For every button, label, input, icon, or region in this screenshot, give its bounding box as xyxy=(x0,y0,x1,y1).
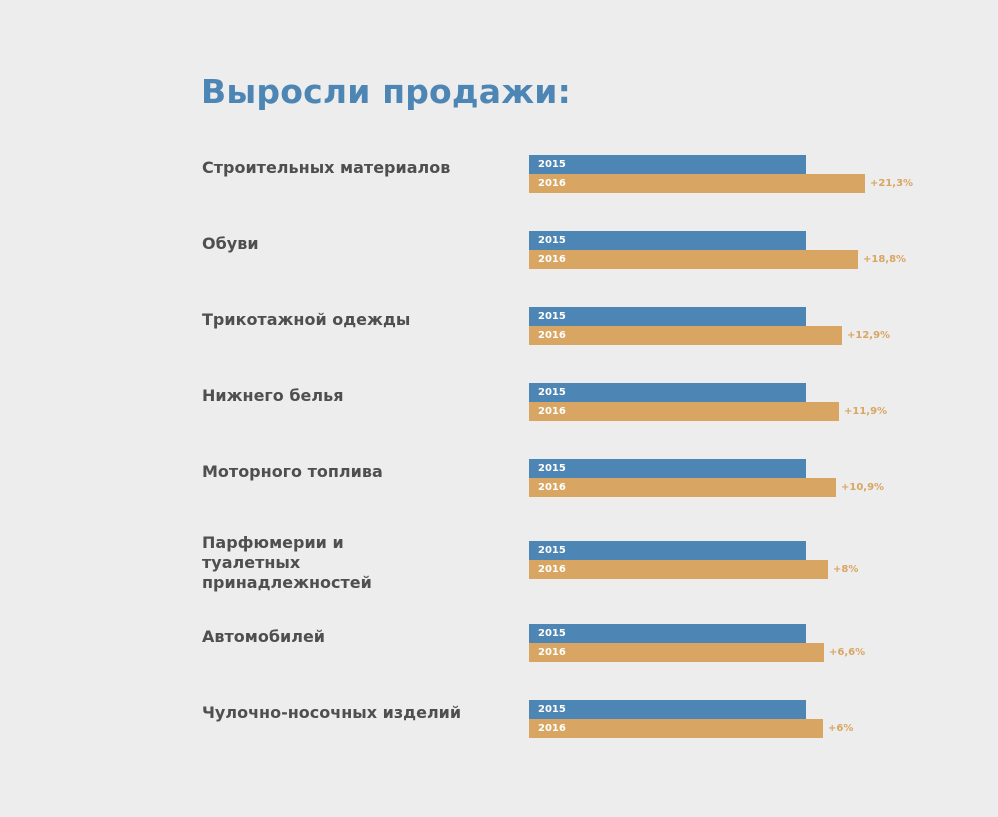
growth-label: +6% xyxy=(828,723,854,734)
bar-2016: 2016 xyxy=(529,643,824,662)
bar-2016: 2016 xyxy=(529,250,858,269)
bar-2016: 2016 xyxy=(529,174,865,193)
growth-label: +12,9% xyxy=(847,330,891,341)
bar-2015: 2015 xyxy=(529,231,806,250)
category-label: Чулочно-носочных изделий xyxy=(202,703,462,722)
bar-2016: 2016 xyxy=(529,719,823,738)
growth-label: +18,8% xyxy=(863,254,907,265)
category-label: Нижнего белья xyxy=(202,386,344,405)
bar-2015: 2015 xyxy=(529,700,806,719)
bar-2016: 2016 xyxy=(529,560,828,579)
bar-2015: 2015 xyxy=(529,307,806,326)
chart-title: Выросли продажи: xyxy=(201,72,572,111)
bar-2016: 2016 xyxy=(529,478,836,497)
category-label: Автомобилей xyxy=(202,627,326,646)
category-label: Строительных материалов xyxy=(202,158,451,177)
growth-label: +10,9% xyxy=(841,482,885,493)
growth-label: +6,6% xyxy=(829,647,866,658)
bar-2015: 2015 xyxy=(529,383,806,402)
category-label: Моторного топлива xyxy=(202,462,383,481)
growth-label: +11,9% xyxy=(844,406,888,417)
category-label: Обуви xyxy=(202,234,259,253)
category-label: Парфюмерии и туалетных принадлежностей xyxy=(202,533,372,592)
bar-2015: 2015 xyxy=(529,624,806,643)
bar-2015: 2015 xyxy=(529,155,806,174)
growth-label: +21,3% xyxy=(870,178,914,189)
growth-label: +8% xyxy=(833,564,859,575)
bar-2015: 2015 xyxy=(529,541,806,560)
bar-2015: 2015 xyxy=(529,459,806,478)
category-label: Трикотажной одежды xyxy=(202,310,411,329)
bar-2016: 2016 xyxy=(529,402,839,421)
bar-2016: 2016 xyxy=(529,326,842,345)
